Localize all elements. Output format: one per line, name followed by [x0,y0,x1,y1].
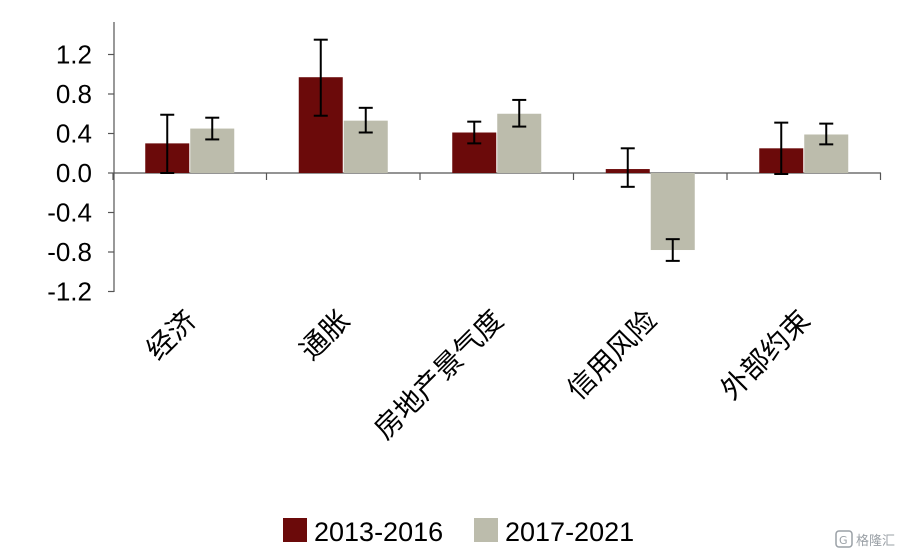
y-tick-label: 0.4 [56,119,92,149]
category-labels: 经济 通胀 房地产景气度 信用风险 外部约束 [140,304,817,446]
legend-label-2013-2016: 2013-2016 [314,517,443,547]
category-label: 经济 [140,304,203,367]
category-label: 信用风险 [561,304,664,407]
y-tick-label: -0.8 [47,237,92,267]
y-tick-label: -0.4 [47,198,92,228]
legend-swatch-2013-2016 [283,518,307,542]
legend-swatch-2017-2021 [474,518,498,542]
watermark-text: 格隆汇 [856,533,895,549]
bars [145,77,849,251]
category-label: 通胀 [293,304,356,367]
category-label: 外部约束 [714,304,817,407]
x-axis [112,172,882,180]
watermark-logo-icon [835,530,853,548]
legend: 2013-2016 2017-2021 [283,517,634,547]
category-label: 房地产景气度 [368,304,510,446]
y-tick-label: 1.2 [56,40,92,70]
y-tick-label: 0.0 [56,158,92,188]
y-axis: 1.2 0.8 0.4 0.0 -0.4 -0.8 -1.2 [47,22,115,307]
y-tick-label: 0.8 [56,79,92,109]
legend-label-2017-2021: 2017-2021 [505,517,634,547]
watermark: G 格隆汇 [835,530,895,549]
error-bars [160,38,834,262]
watermark-logo-glyph: G [839,534,848,547]
y-tick-label: -1.2 [47,277,92,307]
bar-2017-2021-信用风险 [650,173,695,251]
